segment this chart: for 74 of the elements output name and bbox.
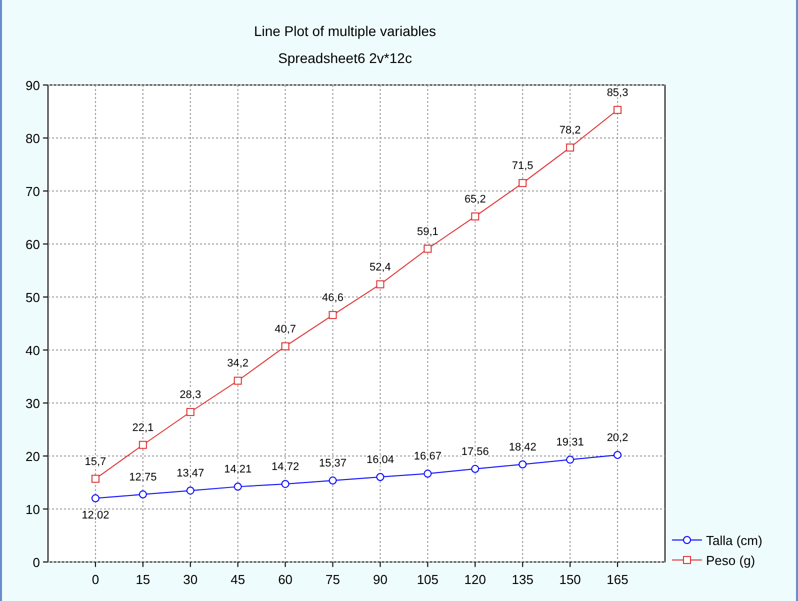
x-tick-label: 15 (136, 572, 150, 587)
point (138, 490, 147, 498)
data-label: 71,5 (512, 160, 534, 172)
point (186, 408, 194, 416)
data-label: 46,6 (322, 292, 344, 304)
y-tick-label: 30 (26, 396, 40, 411)
x-tick-label: 0 (92, 572, 100, 587)
legend-label: Peso (g) (706, 553, 756, 568)
y-tick-label: 80 (26, 131, 40, 146)
x-tick-label: 30 (183, 572, 198, 587)
data-label: 65,2 (464, 193, 486, 206)
data-label: 34,2 (227, 358, 249, 370)
point (518, 460, 527, 468)
chart-subtitle: Spreadsheet6 2v*12c (278, 50, 412, 66)
y-tick-label: 90 (26, 78, 40, 93)
data-label: 12,02 (82, 509, 110, 522)
legend-label: Talla (cm) (706, 533, 762, 548)
x-tick-label: 90 (372, 572, 388, 587)
point (186, 486, 194, 495)
data-label: 22,1 (132, 422, 154, 434)
point (518, 179, 527, 188)
point (376, 472, 384, 481)
data-label: 78,2 (559, 124, 581, 137)
data-label: 14,72 (272, 460, 300, 473)
data-label: 14,21 (224, 464, 252, 476)
point (376, 280, 384, 288)
point (471, 464, 480, 473)
point (281, 480, 290, 488)
y-tick-label: 40 (26, 343, 40, 358)
data-label: 15,7 (84, 456, 106, 468)
x-tick-label: 150 (559, 572, 581, 587)
x-tick-label: 165 (606, 572, 628, 587)
y-tick-label: 50 (26, 290, 40, 305)
chart-title: Line Plot of multiple variables (254, 23, 436, 39)
point (91, 474, 100, 483)
point (471, 212, 480, 220)
data-label: 19,31 (556, 436, 584, 449)
data-label: 59,1 (416, 226, 438, 238)
data-label: 13,47 (176, 468, 204, 480)
y-tick-label: 0 (32, 555, 40, 570)
point (138, 440, 147, 449)
point (234, 482, 242, 491)
data-label: 52,4 (370, 261, 391, 274)
y-tick-label: 10 (26, 502, 40, 517)
point (566, 456, 574, 464)
x-tick-label: 60 (278, 572, 293, 587)
point (91, 494, 100, 502)
data-label: 18,42 (508, 441, 536, 454)
data-label: 16,04 (366, 454, 394, 466)
y-tick-label: 70 (26, 184, 40, 199)
point (281, 342, 290, 350)
point (424, 470, 432, 478)
x-tick-label: 120 (464, 572, 486, 587)
point (614, 450, 622, 459)
data-label: 85,3 (606, 86, 628, 99)
y-tick-label: 20 (26, 449, 40, 464)
data-label: 28,3 (180, 389, 202, 402)
point (614, 106, 622, 114)
point (328, 311, 337, 320)
x-tick-label: 75 (326, 572, 340, 587)
x-tick-label: 105 (416, 572, 439, 587)
data-label: 40,7 (274, 323, 296, 336)
x-tick-label: 135 (512, 572, 534, 587)
point (234, 376, 242, 385)
point (424, 244, 432, 253)
data-label: 20,2 (606, 432, 628, 444)
point (566, 144, 574, 152)
data-label: 16,67 (414, 450, 442, 463)
point (328, 476, 337, 485)
data-label: 17,56 (461, 446, 489, 458)
data-label: 15,37 (319, 458, 347, 470)
x-tick-label: 45 (230, 572, 246, 587)
data-label: 12,75 (129, 471, 157, 484)
y-tick-label: 60 (26, 237, 40, 252)
